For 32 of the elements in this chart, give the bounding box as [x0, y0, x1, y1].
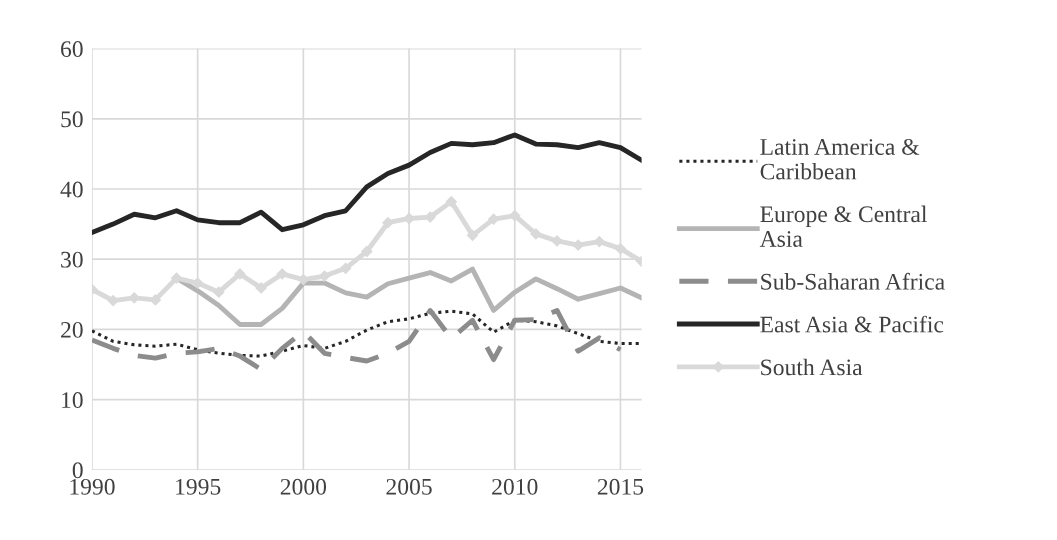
x-tick-label: 2015: [597, 478, 644, 495]
y-tick-label: 10: [62, 392, 83, 409]
x-tick-label: 1995: [176, 478, 221, 495]
point: [445, 196, 457, 208]
x-tick-label: 2005: [386, 478, 432, 495]
legend-label: Europe & Central Asia: [759, 205, 927, 247]
point: [192, 277, 204, 289]
legend-label: Sub-Saharan Africa: [761, 272, 945, 290]
point: [614, 243, 627, 255]
legend-label: Latin America & Caribbean: [760, 138, 920, 180]
y-tick-label: 30: [61, 251, 83, 268]
y-tick-label: 20: [61, 321, 83, 338]
line-series: [91, 132, 642, 235]
point: [466, 229, 479, 241]
y-tick-label: 60: [61, 41, 83, 58]
legend-label: East Asia & Pacific: [760, 315, 944, 333]
point: [255, 282, 267, 294]
x-tick-label: 2000: [280, 478, 327, 495]
legend-label: South Asia: [761, 358, 863, 376]
point: [530, 228, 542, 240]
y-tick-label: 0: [72, 462, 83, 479]
point: [234, 268, 246, 280]
point: [340, 262, 352, 274]
line-series: [91, 308, 623, 372]
point: [361, 245, 373, 258]
x-tick-label: 2010: [492, 478, 538, 495]
point: [276, 268, 288, 280]
point: [213, 286, 225, 298]
y-tick-label: 50: [61, 111, 83, 128]
line-series: [91, 309, 642, 358]
x-tick-label: 1990: [70, 478, 115, 495]
y-tick-label: 40: [60, 181, 83, 198]
